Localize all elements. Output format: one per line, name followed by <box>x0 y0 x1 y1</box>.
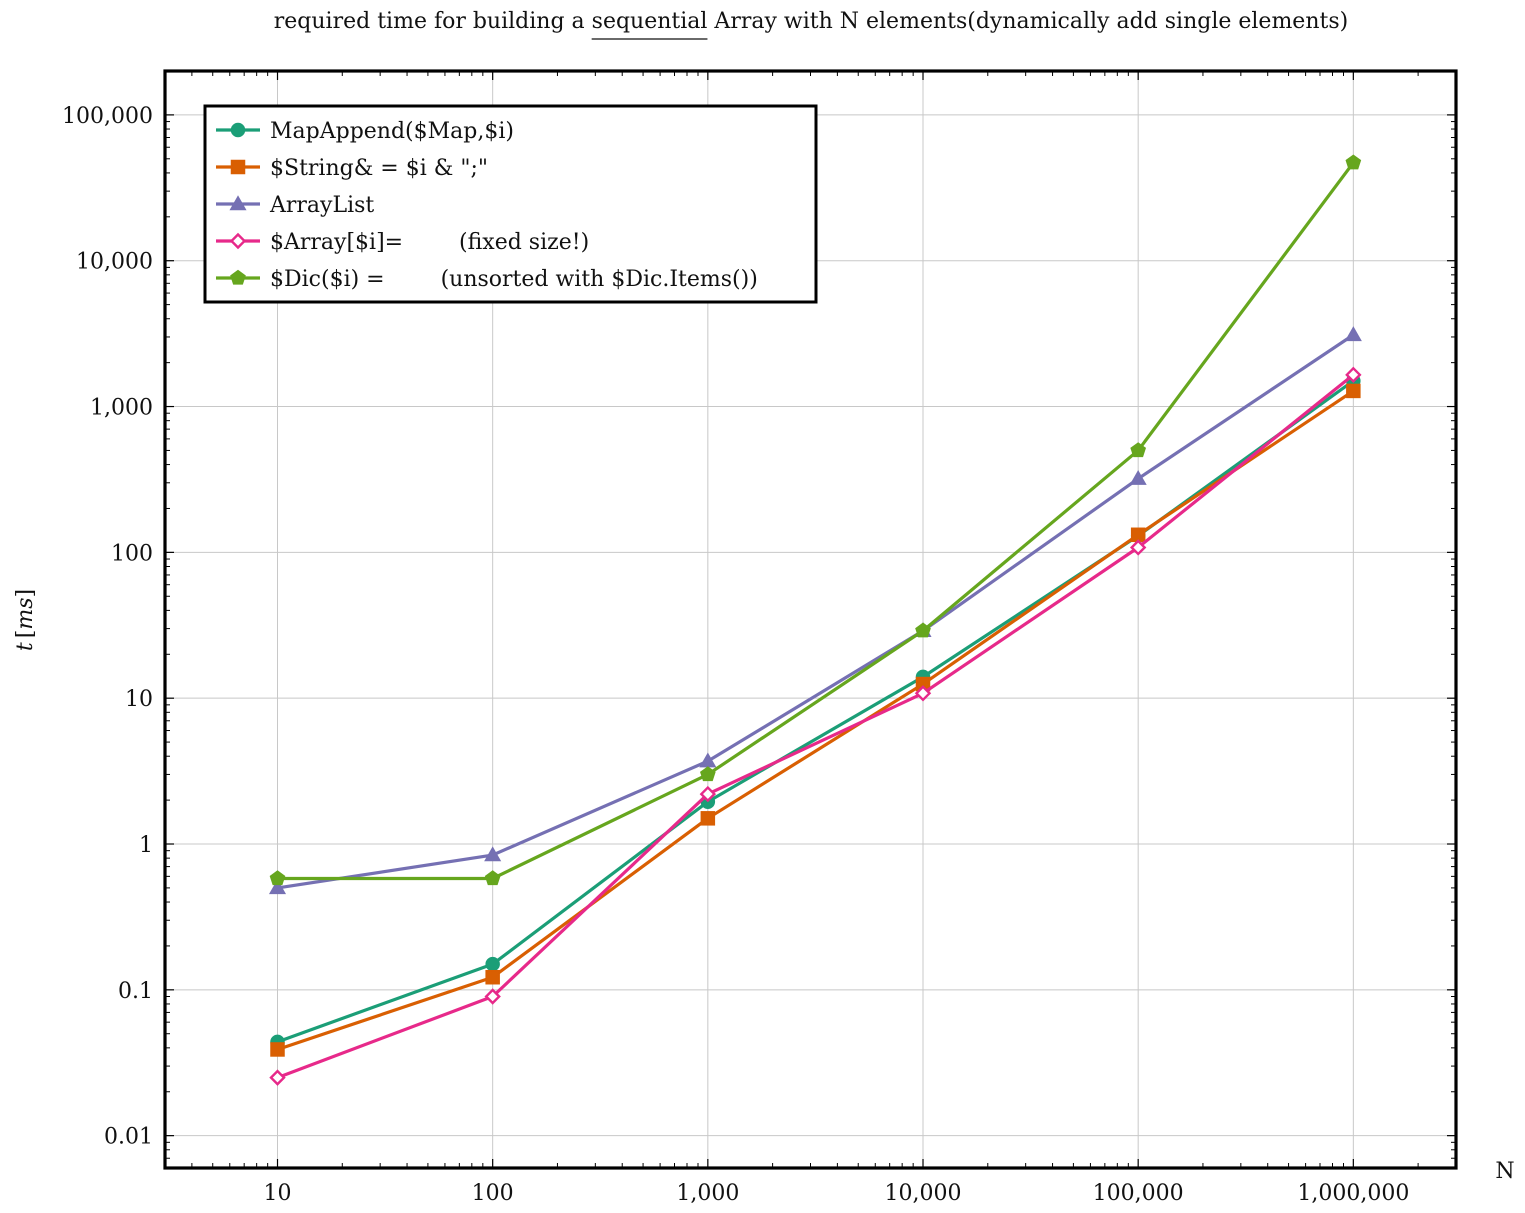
legend-label: $Dic($i) = (unsorted with $Dic.Items()) <box>270 267 758 292</box>
chart-title-before: required time for building a <box>274 9 592 34</box>
data-point <box>484 870 501 886</box>
x-tick-label: 10 <box>264 1181 292 1206</box>
series-line <box>277 333 1355 890</box>
legend-marker <box>230 122 246 138</box>
series-3 <box>268 326 1362 895</box>
data-point <box>1344 326 1362 342</box>
data-point <box>699 785 717 803</box>
legend-box <box>203 104 818 304</box>
data-point <box>700 811 716 826</box>
legend-entry: MapAppend($Map,$i) <box>216 119 514 144</box>
legend-label: ArrayList <box>269 193 374 218</box>
legend: MapAppend($Map,$i) $String& = $i & ";" Arr… <box>203 104 818 304</box>
data-point <box>484 846 502 862</box>
legend-entry: $Dic($i) = (unsorted with $Dic.Items()) <box>216 267 758 292</box>
y-axis-label-unit: ms <box>13 598 38 630</box>
y-tick-label: 1,000 <box>90 396 153 421</box>
chart-title: required time for building a sequential … <box>274 9 1348 34</box>
y-axis-label: t[ms] <box>13 589 38 651</box>
series-lines <box>268 154 1362 1086</box>
data-point <box>270 1042 285 1057</box>
legend-label: $Array[$i]= (fixed size!) <box>270 230 589 255</box>
y-tick-label: 100 <box>111 541 153 566</box>
y-axis-label-var: t <box>13 642 38 651</box>
legend-marker <box>230 269 246 285</box>
legend-label: $String& = $i & ";" <box>270 156 488 181</box>
x-tick-label: 1,000,000 <box>1297 1181 1409 1206</box>
legend-label: MapAppend($Map,$i) <box>270 119 514 144</box>
x-tick-label: 100,000 <box>1093 1181 1184 1206</box>
legend-entry: $Array[$i]= (fixed size!) <box>216 230 589 255</box>
data-point <box>1345 366 1362 384</box>
x-tick-label: 100 <box>472 1181 514 1206</box>
data-point <box>700 766 716 782</box>
data-point <box>485 956 500 972</box>
legend-entry: $String& = $i & ";" <box>216 156 488 181</box>
y-tick-label: 0.1 <box>118 979 153 1004</box>
data-point <box>484 988 501 1005</box>
x-tick-label: 10,000 <box>885 1181 962 1206</box>
chart-title-underlined: sequential <box>592 9 708 34</box>
y-tick-label: 10 <box>125 687 153 712</box>
y-tick-label: 0.01 <box>104 1125 153 1150</box>
legend-marker <box>229 232 247 250</box>
data-point <box>269 1069 286 1086</box>
data-point <box>1345 154 1362 170</box>
chart-title-after: Array with N elements(dynamically add si… <box>707 9 1348 34</box>
y-tick-label: 1 <box>139 833 153 858</box>
series-line <box>276 373 1355 1080</box>
x-tick-label: 1,000 <box>676 1181 739 1206</box>
legend-entry: ArrayList <box>216 193 374 218</box>
series-4 <box>269 366 1362 1086</box>
y-tick-label: 10,000 <box>76 250 153 275</box>
data-point <box>269 870 286 886</box>
data-point <box>268 879 287 895</box>
data-point <box>485 969 500 985</box>
legend-marker <box>229 195 247 211</box>
legend-marker <box>230 159 246 175</box>
series-1 <box>270 373 1361 1050</box>
series-2 <box>270 383 1361 1057</box>
data-point <box>699 752 717 768</box>
data-point <box>1129 539 1147 556</box>
series-line <box>276 379 1355 1044</box>
series-line <box>277 161 1355 881</box>
y-tick-label: 100,000 <box>62 104 153 129</box>
data-point <box>1346 383 1361 399</box>
series-line <box>277 389 1355 1051</box>
axis-ticks: 10 100 1,000 10,000 100,000 1,000,000 0.01 0.1 1… <box>62 71 1456 1206</box>
data-point <box>1130 442 1147 458</box>
x-axis-label: N <box>1495 1159 1514 1184</box>
data-point <box>915 622 931 638</box>
data-point <box>914 685 932 702</box>
series-5 <box>269 154 1362 886</box>
data-point <box>1129 469 1147 485</box>
